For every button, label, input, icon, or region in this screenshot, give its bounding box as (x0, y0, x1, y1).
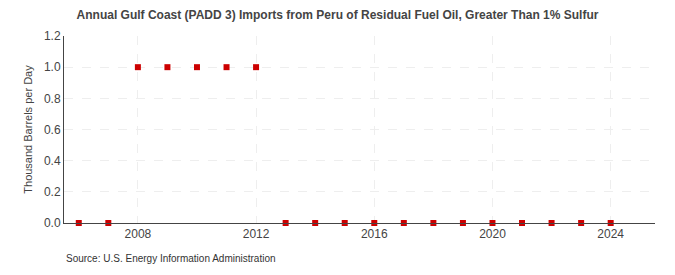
svg-text:0.0: 0.0 (44, 216, 61, 230)
svg-text:0.2: 0.2 (44, 185, 61, 199)
svg-text:Source: U.S. Energy Informatio: Source: U.S. Energy Information Administ… (66, 253, 276, 264)
svg-text:1.0: 1.0 (44, 60, 61, 74)
svg-text:0.4: 0.4 (44, 154, 61, 168)
svg-text:0.8: 0.8 (44, 92, 61, 106)
svg-text:2020: 2020 (479, 227, 506, 241)
svg-text:0.6: 0.6 (44, 123, 61, 137)
svg-text:1.2: 1.2 (44, 29, 61, 43)
svg-text:Thousand Barrels per Day: Thousand Barrels per Day (22, 65, 34, 194)
svg-text:2012: 2012 (243, 227, 270, 241)
svg-text:2008: 2008 (125, 227, 152, 241)
svg-text:2016: 2016 (361, 227, 388, 241)
svg-text:Annual Gulf Coast (PADD 3) Imp: Annual Gulf Coast (PADD 3) Imports from … (77, 8, 599, 22)
svg-text:2024: 2024 (597, 227, 624, 241)
